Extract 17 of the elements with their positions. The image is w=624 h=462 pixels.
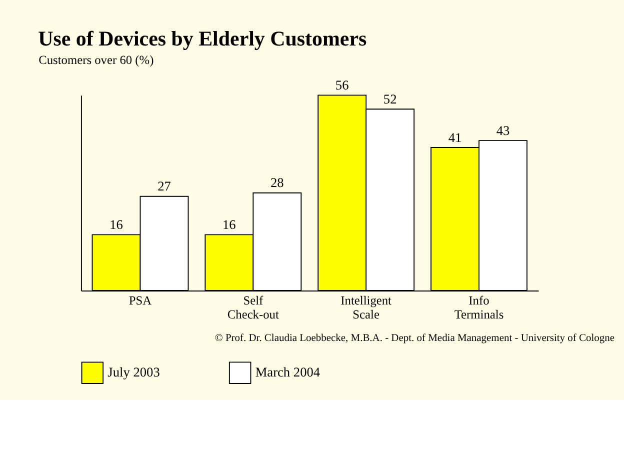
x-tick-label: Self Check-out — [227, 293, 280, 322]
x-tick-label: PSA — [128, 293, 152, 308]
chart-title: Use of Devices by Elderly Customers — [38, 26, 367, 51]
data-label: 16 — [222, 216, 236, 232]
legend-label: July 2003 — [108, 364, 160, 380]
data-label: 16 — [110, 216, 124, 232]
text: © Prof. Dr. Claudia Loebbecke, M.B.A. - Dept. of Media Management - University of Cologne — [214, 332, 615, 344]
x-tick-label: Intelligent Scale — [340, 293, 392, 322]
x-tick-label: Info Terminals — [454, 293, 504, 322]
data-label: 28 — [270, 175, 284, 190]
legend-label: March 2004 — [255, 364, 320, 380]
data-label: 52 — [383, 91, 397, 106]
data-label: 41 — [448, 130, 462, 145]
data-label: 43 — [496, 122, 510, 138]
y-axis-title: Customers over 60 (%) — [38, 53, 154, 68]
data-label: 56 — [335, 77, 350, 92]
data-label: 27 — [158, 178, 172, 194]
